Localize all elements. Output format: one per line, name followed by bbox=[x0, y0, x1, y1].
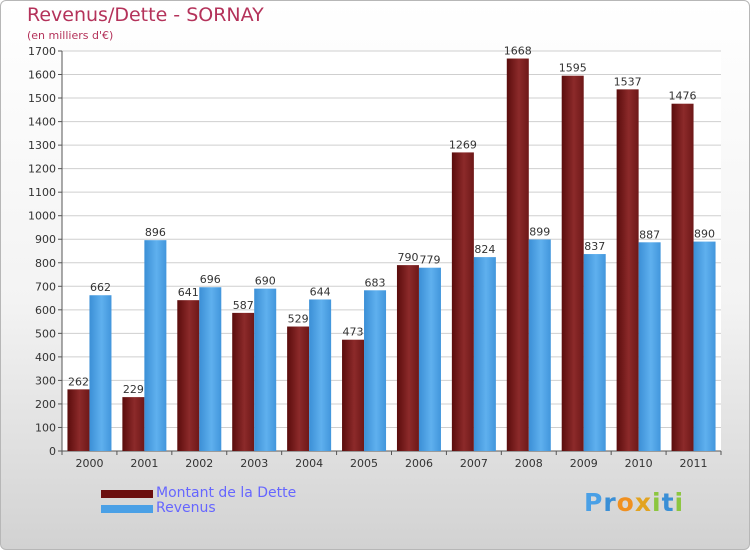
logo-letter: t bbox=[661, 488, 675, 517]
bar-dette bbox=[67, 389, 90, 451]
legend-label-revenus: Revenus bbox=[156, 500, 216, 516]
plot-area bbox=[62, 51, 721, 451]
data-label-revenus: 887 bbox=[639, 228, 660, 241]
bar-dette bbox=[451, 152, 474, 452]
data-label-revenus: 644 bbox=[310, 285, 331, 298]
bar-revenus bbox=[418, 267, 441, 451]
x-tick-label: 2008 bbox=[515, 457, 543, 470]
x-tick-label: 2005 bbox=[350, 457, 378, 470]
data-label-dette: 1269 bbox=[449, 138, 477, 151]
x-tick-label: 2003 bbox=[240, 457, 268, 470]
y-tick-label: 600 bbox=[35, 304, 56, 317]
bar-revenus bbox=[473, 257, 496, 451]
y-tick-label: 1700 bbox=[28, 45, 56, 58]
chart-subtitle: (en milliers d'€) bbox=[27, 29, 114, 42]
bar-revenus bbox=[583, 254, 606, 451]
y-tick-label: 1100 bbox=[28, 186, 56, 199]
x-tick-label: 2000 bbox=[75, 457, 103, 470]
x-tick-label: 2001 bbox=[130, 457, 158, 470]
x-tick-label: 2010 bbox=[625, 457, 653, 470]
y-tick-label: 100 bbox=[35, 421, 56, 434]
y-tick-label: 1500 bbox=[28, 92, 56, 105]
logo-letter: i bbox=[674, 488, 685, 517]
axis-layer: 0 100 200 300 400 500 600 700 800 900 1000 1100 1200… bbox=[28, 45, 722, 470]
y-tick-label: 700 bbox=[35, 280, 56, 293]
y-tick-label: 300 bbox=[35, 374, 56, 387]
data-label-dette: 529 bbox=[288, 313, 309, 326]
data-label-dette: 1476 bbox=[669, 90, 697, 103]
logo-letter: r bbox=[603, 488, 617, 517]
bar-revenus bbox=[693, 241, 716, 451]
data-label-revenus: 683 bbox=[365, 276, 386, 289]
legend-label-dette: Montant de la Dette bbox=[156, 485, 297, 501]
x-tick-label: 2007 bbox=[460, 457, 488, 470]
data-label-dette: 790 bbox=[397, 251, 418, 264]
y-tick-label: 0 bbox=[49, 445, 56, 458]
data-label-revenus: 899 bbox=[529, 225, 550, 238]
logo-letter: x bbox=[634, 488, 652, 517]
bar-revenus bbox=[309, 299, 332, 451]
x-tick-label: 2004 bbox=[295, 457, 323, 470]
data-label-revenus: 662 bbox=[90, 281, 111, 294]
chart-title: Revenus/Dette - SORNAY bbox=[27, 4, 264, 26]
proxiti-logo: Proxiti bbox=[584, 488, 684, 517]
bar-revenus bbox=[638, 242, 661, 451]
data-label-dette: 1537 bbox=[614, 75, 642, 88]
data-label-revenus: 837 bbox=[584, 240, 605, 253]
y-tick-label: 1000 bbox=[28, 210, 56, 223]
bar-revenus bbox=[364, 290, 387, 451]
y-tick-label: 1600 bbox=[28, 69, 56, 82]
bar-dette bbox=[122, 397, 145, 451]
y-tick-label: 1400 bbox=[28, 116, 56, 129]
legend-swatch-revenus bbox=[101, 505, 153, 513]
bar-dette bbox=[671, 103, 694, 452]
data-label-revenus: 890 bbox=[694, 228, 715, 241]
y-tick-label: 400 bbox=[35, 351, 56, 364]
bar-dette bbox=[177, 300, 200, 451]
bar-dette bbox=[396, 265, 419, 451]
legend-swatch-dette bbox=[101, 490, 153, 498]
data-label-dette: 641 bbox=[178, 286, 199, 299]
data-label-revenus: 824 bbox=[474, 243, 495, 256]
bar-revenus bbox=[528, 239, 551, 451]
x-tick-label: 2006 bbox=[405, 457, 433, 470]
data-label-revenus: 696 bbox=[200, 273, 221, 286]
bar-dette bbox=[616, 89, 639, 452]
y-tick-label: 500 bbox=[35, 327, 56, 340]
data-label-revenus: 690 bbox=[255, 275, 276, 288]
logo-letter: i bbox=[652, 488, 662, 517]
data-label-dette: 587 bbox=[233, 299, 254, 312]
bar-layer bbox=[67, 58, 716, 452]
y-tick-label: 900 bbox=[35, 233, 56, 246]
y-tick-label: 800 bbox=[35, 257, 56, 270]
bar-dette bbox=[561, 75, 584, 452]
bar-dette bbox=[232, 312, 255, 451]
x-tick-label: 2002 bbox=[185, 457, 213, 470]
data-label-revenus: 896 bbox=[145, 226, 166, 239]
bar-revenus bbox=[89, 295, 112, 451]
bar-revenus bbox=[144, 240, 167, 451]
x-tick-label: 2009 bbox=[570, 457, 598, 470]
bar-dette bbox=[342, 339, 365, 451]
bar-revenus bbox=[254, 288, 277, 451]
data-label-revenus: 779 bbox=[419, 254, 440, 267]
bar-dette bbox=[287, 326, 310, 451]
grid-layer bbox=[62, 50, 721, 452]
data-label-dette: 1595 bbox=[559, 62, 587, 75]
bar-revenus bbox=[199, 287, 222, 451]
data-label-dette: 262 bbox=[68, 375, 89, 388]
bar-dette bbox=[506, 58, 529, 451]
logo-letter: o bbox=[616, 488, 635, 517]
y-tick-label: 200 bbox=[35, 398, 56, 411]
data-label-dette: 1668 bbox=[504, 45, 532, 58]
y-tick-label: 1300 bbox=[28, 139, 56, 152]
data-label-dette: 473 bbox=[343, 326, 364, 339]
logo-letter: P bbox=[584, 488, 604, 517]
y-tick-label: 1200 bbox=[28, 163, 56, 176]
x-tick-label: 2011 bbox=[680, 457, 708, 470]
data-label-dette: 229 bbox=[123, 383, 144, 396]
